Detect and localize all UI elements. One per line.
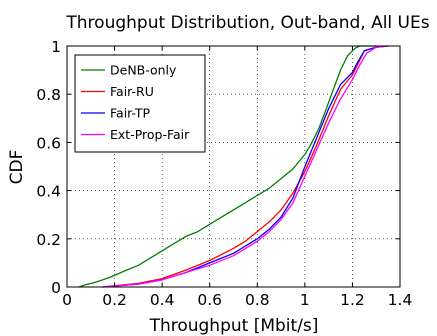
x-tick-label: 0.8 — [245, 291, 270, 309]
series-lines — [78, 45, 389, 288]
plot-frame — [66, 45, 401, 288]
legend-label: Fair-RU — [110, 84, 154, 99]
y-tick-label: 0.6 — [36, 134, 61, 152]
y-axis-label: CDF — [7, 150, 27, 185]
y-tick-label: 0 — [51, 279, 61, 297]
series-line-fair-ru — [102, 45, 389, 288]
x-tick-label: 1.4 — [388, 291, 413, 309]
series-line-denb-only — [78, 45, 377, 288]
legend-label: Ext-Prop-Fair — [110, 127, 190, 142]
legend-label: DeNB-only — [110, 63, 177, 78]
x-tick-label: 0.4 — [150, 291, 175, 309]
x-tick-label: 0.2 — [102, 291, 127, 309]
chart-title: Throughput Distribution, Out-band, All U… — [65, 13, 429, 33]
x-axis-label: Throughput [Mbit/s] — [149, 316, 319, 336]
y-tick-label: 0.8 — [36, 86, 61, 104]
x-tick-label: 0 — [62, 291, 72, 309]
legend-box — [74, 54, 206, 153]
legend: DeNB-only Fair-RU Fair-TP Ext-Prop-Fair — [74, 54, 206, 153]
x-tick-label: 0.6 — [197, 291, 222, 309]
legend-label: Fair-TP — [110, 106, 151, 121]
x-tick-label: 1 — [300, 291, 310, 309]
series-line-ext-prop-fair — [102, 45, 389, 288]
axis-ticks: 0 0.2 0.4 0.6 0.8 1 1.2 1.4 0 0.2 0.4 0.6 0.8 1 — [36, 38, 412, 309]
y-tick-label: 0.2 — [36, 231, 61, 249]
y-tick-label: 1 — [51, 38, 61, 56]
x-tick-label: 1.2 — [340, 291, 365, 309]
y-tick-label: 0.4 — [36, 183, 61, 201]
